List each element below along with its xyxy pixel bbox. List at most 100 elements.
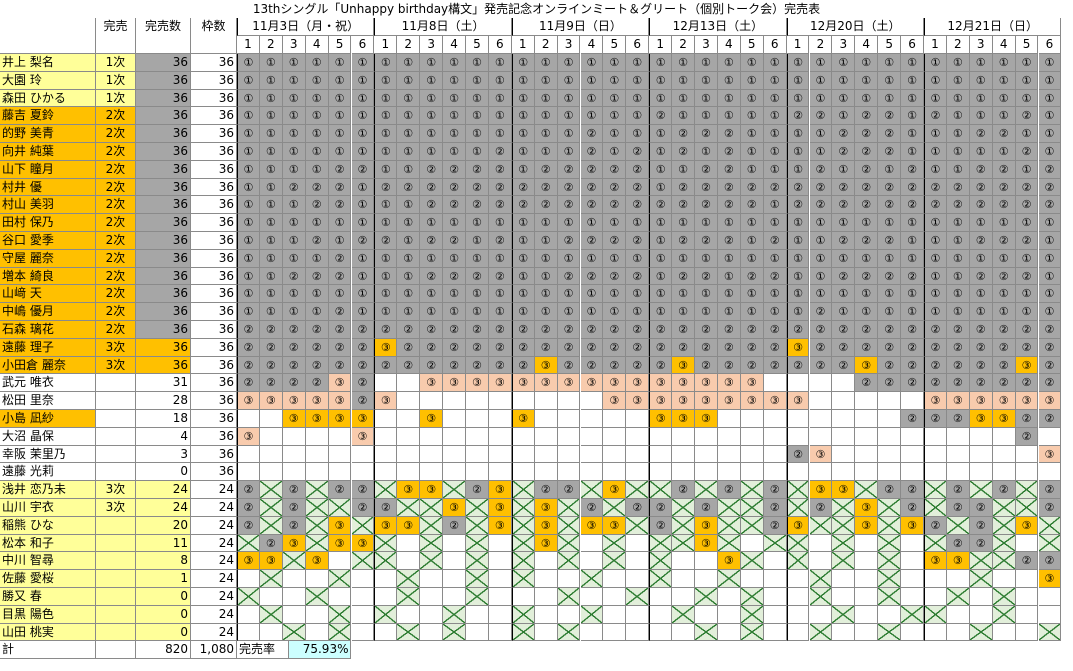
slot-cell: ① — [397, 249, 421, 268]
member-waku: 36 — [191, 445, 237, 464]
slot-cell — [626, 605, 650, 624]
slot-cell — [809, 516, 833, 535]
slot-cell — [305, 570, 329, 588]
slot-cell — [580, 410, 604, 428]
slot-cell — [305, 516, 329, 535]
slot-cell: ② — [924, 338, 947, 357]
slot-cell — [763, 427, 787, 446]
slot-cell — [832, 534, 856, 553]
slot-cell: ① — [466, 249, 489, 268]
slot-cell: ② — [466, 196, 489, 215]
slot-cell — [695, 605, 718, 624]
slot-cell: ① — [855, 214, 879, 232]
slot-cell — [626, 623, 650, 642]
slot-cell: ① — [534, 232, 558, 250]
slot-cell: ② — [878, 374, 902, 393]
member-sold: 18 — [136, 410, 191, 428]
member-kanbai — [96, 410, 136, 428]
slot-cell: ② — [717, 232, 741, 250]
slot-cell — [328, 552, 352, 571]
member-sold: 36 — [136, 54, 191, 72]
slot-cell — [924, 605, 947, 624]
slot-cell: ① — [717, 107, 741, 126]
slot-cell — [580, 481, 604, 499]
header-slot: 3 — [695, 36, 718, 54]
slot-cell: ② — [832, 143, 856, 161]
header-date: 11月9日（日） — [511, 18, 650, 36]
slot-cell — [397, 605, 421, 624]
slot-cell: ① — [443, 285, 466, 304]
slot-cell: ① — [740, 107, 764, 126]
slot-cell — [374, 374, 398, 393]
slot-cell: ① — [1015, 89, 1039, 108]
slot-cell: ② — [855, 338, 879, 357]
slot-cell — [672, 427, 695, 446]
member-waku: 24 — [191, 588, 237, 606]
member-name: 稲熊 ひな — [0, 516, 96, 535]
slot-cell: ① — [259, 285, 283, 304]
slot-cell — [924, 499, 947, 517]
slot-cell: ① — [1038, 125, 1062, 143]
slot-cell: ③ — [786, 392, 810, 410]
header-slot: 5 — [878, 36, 902, 54]
slot-cell — [763, 588, 787, 606]
slot-cell: ② — [626, 196, 650, 215]
slot-cell: ② — [740, 196, 764, 215]
slot-cell: ② — [832, 356, 856, 375]
slot-cell: ② — [237, 499, 260, 517]
slot-cell: ② — [969, 178, 993, 197]
slot-cell: ③ — [672, 356, 695, 375]
slot-cell: ② — [992, 232, 1016, 250]
slot-cell — [672, 570, 695, 588]
slot-cell: ① — [511, 107, 535, 126]
member-sold: 36 — [136, 285, 191, 304]
member-sold: 36 — [136, 214, 191, 232]
slot-cell: ① — [397, 54, 421, 72]
slot-cell: ② — [969, 321, 993, 339]
slot-cell: ② — [603, 196, 627, 215]
slot-cell — [763, 445, 787, 464]
slot-cell: ③ — [534, 374, 558, 393]
slot-cell: ① — [969, 303, 993, 321]
slot-cell — [878, 445, 902, 464]
slot-cell: ② — [488, 196, 512, 215]
slot-cell: ③ — [259, 392, 283, 410]
slot-cell — [672, 445, 695, 464]
slot-cell: ① — [305, 107, 329, 126]
slot-cell: ① — [374, 54, 398, 72]
slot-cell — [1038, 605, 1062, 624]
slot-cell: ③ — [443, 374, 466, 393]
slot-cell — [557, 499, 581, 517]
slot-cell: ① — [328, 71, 352, 90]
slot-cell: ① — [580, 214, 604, 232]
slot-cell: ② — [740, 178, 764, 197]
header-slot: 1 — [786, 36, 810, 54]
slot-cell — [466, 623, 489, 642]
slot-cell — [420, 499, 444, 517]
slot-cell — [786, 588, 810, 606]
slot-cell: ② — [351, 232, 375, 250]
slot-cell: ② — [328, 178, 352, 197]
slot-cell: ① — [946, 107, 970, 126]
slot-cell: ③ — [1038, 570, 1062, 588]
slot-cell: ② — [763, 499, 787, 517]
slot-cell: ② — [855, 125, 879, 143]
slot-cell: ② — [534, 160, 558, 179]
slot-cell — [237, 463, 260, 482]
slot-cell: ① — [580, 249, 604, 268]
slot-cell: ② — [809, 303, 833, 321]
slot-cell: ① — [878, 89, 902, 108]
slot-cell — [740, 427, 764, 446]
slot-cell: ③ — [420, 410, 444, 428]
slot-cell: ② — [649, 499, 673, 517]
slot-cell — [534, 392, 558, 410]
slot-cell: ② — [580, 267, 604, 286]
slot-cell: ② — [443, 338, 466, 357]
slot-cell: ② — [855, 267, 879, 286]
slot-cell: ① — [626, 303, 650, 321]
slot-cell: ② — [786, 178, 810, 197]
member-waku: 36 — [191, 143, 237, 161]
slot-cell: ② — [282, 374, 306, 393]
slot-cell: ② — [924, 321, 947, 339]
slot-cell: ① — [511, 89, 535, 108]
